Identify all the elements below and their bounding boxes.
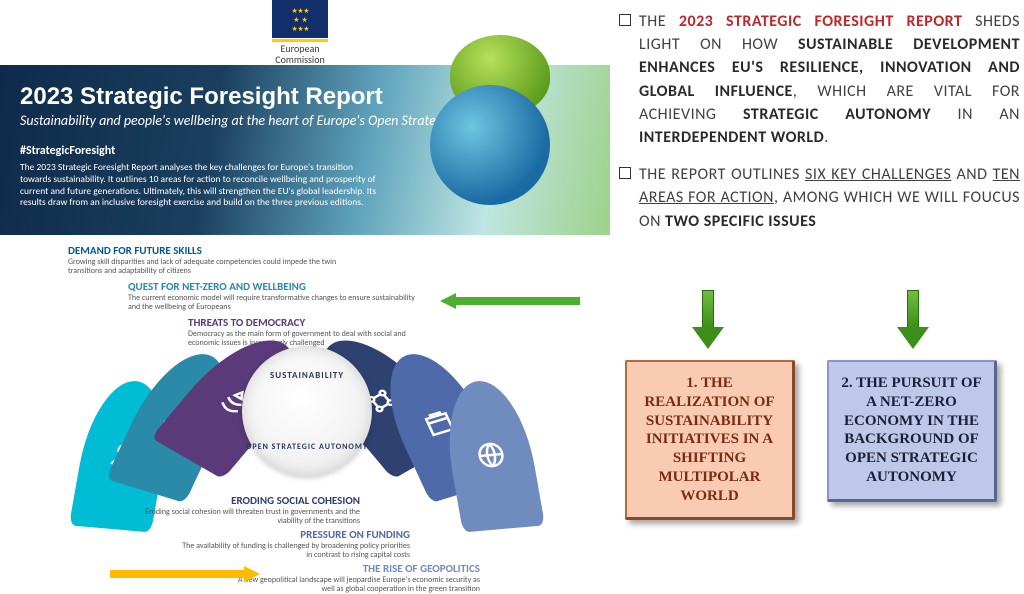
ig-top1-desc: Growing skill disparities and lack of ad… (68, 258, 348, 276)
bullet-2-text: THE REPORT OUTLINES SIX KEY CHALLENGES A… (639, 163, 1020, 233)
left-panel: ★ ★ ★★ ★★ ★ ★ European Commission 2023 S… (0, 0, 610, 576)
ec-logo: ★ ★ ★★ ★★ ★ ★ European Commission (240, 0, 360, 65)
ig-top3-title: THREATS TO DEMOCRACY (188, 316, 305, 329)
bullet-1: THE 2023 STRATEGIC FORESIGHT REPORT SHED… (615, 10, 1020, 149)
ig-top1-title: DEMAND FOR FUTURE SKILLS (68, 244, 202, 257)
infographic: DEMAND FOR FUTURE SKILLS Growing skill d… (0, 238, 610, 576)
yellow-arrow-icon (110, 566, 260, 582)
ig-bot3-desc: A new geopolitical landscape will jeopar… (230, 576, 480, 594)
ig-bot3-title: THE RISE OF GEOPOLITICS (280, 562, 480, 575)
ig-bot2-desc: The availability of funding is challenge… (180, 542, 410, 560)
eu-flag-icon: ★ ★ ★★ ★★ ★ ★ (272, 0, 328, 38)
globe-tree-icon (410, 35, 590, 215)
bullet-1-text: THE 2023 STRATEGIC FORESIGHT REPORT SHED… (639, 10, 1020, 149)
center-bottom-label: OPEN STRATEGIC AUTONOMY (242, 442, 372, 452)
ig-bot1-title: ERODING SOCIAL COHESION (160, 494, 360, 507)
down-arrow-2-icon (900, 290, 926, 350)
issue-box-2: 2. THE PURSUIT OF A NET-ZERO ECONOMY IN … (827, 360, 997, 502)
bullet-2: THE REPORT OUTLINES SIX KEY CHALLENGES A… (615, 163, 1020, 233)
right-panel: THE 2023 STRATEGIC FORESIGHT REPORT SHED… (615, 10, 1020, 247)
ig-bot1-desc: Eroding social cohesion will threaten tr… (140, 508, 360, 526)
ig-top2-desc: The current economic model will require … (128, 294, 428, 312)
down-arrow-1-icon (695, 290, 721, 350)
report-banner: 2023 Strategic Foresight Report Sustaina… (0, 65, 610, 235)
center-circle: SUSTAINABILITY OPEN STRATEGIC AUTONOMY (242, 346, 372, 476)
bullet-square-icon (619, 167, 631, 179)
bullet-square-icon (619, 14, 631, 26)
ec-name: European Commission (240, 44, 360, 65)
green-arrow-icon (440, 293, 580, 309)
center-top-label: SUSTAINABILITY (242, 370, 372, 381)
issue-box-1: 1. THE REALIZATION OF SUSTAINABILITY INI… (625, 360, 795, 520)
ig-top2-title: QUEST FOR NET-ZERO AND WELLBEING (128, 280, 306, 293)
ig-bot2-title: PRESSURE ON FUNDING (210, 528, 410, 541)
banner-body: The 2023 Strategic Foresight Report anal… (20, 162, 380, 210)
